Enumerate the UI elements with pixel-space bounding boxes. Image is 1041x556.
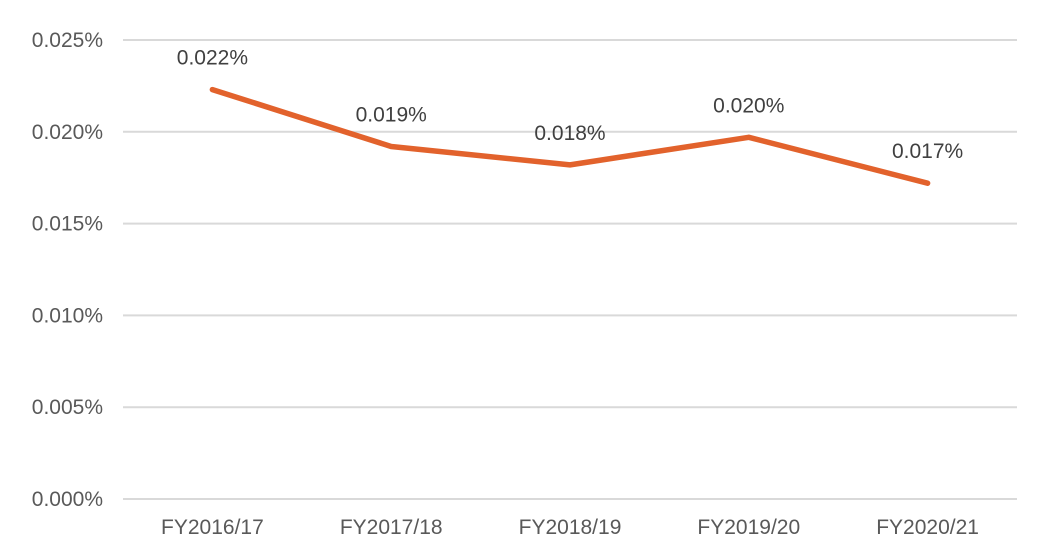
y-tick-label: 0.010% bbox=[32, 304, 103, 327]
data-label: 0.017% bbox=[892, 140, 963, 163]
x-tick-label: FY2016/17 bbox=[161, 516, 264, 539]
y-tick-label: 0.020% bbox=[32, 121, 103, 144]
x-tick-label: FY2018/19 bbox=[519, 516, 622, 539]
y-tick-label: 0.015% bbox=[32, 213, 103, 236]
x-tick-label: FY2019/20 bbox=[697, 516, 800, 539]
data-label: 0.020% bbox=[713, 94, 784, 117]
series-line bbox=[209, 86, 931, 186]
data-label: 0.022% bbox=[177, 47, 248, 70]
data-label: 0.019% bbox=[356, 103, 427, 126]
data-label: 0.018% bbox=[534, 122, 605, 145]
x-tick-label: FY2020/21 bbox=[876, 516, 979, 539]
gridlines bbox=[123, 39, 1017, 500]
x-tick-label: FY2017/18 bbox=[340, 516, 443, 539]
y-tick-label: 0.025% bbox=[32, 29, 103, 52]
y-axis-tick-labels: 0.000% 0.005% 0.010% 0.015% 0.020% 0.025% bbox=[32, 29, 103, 511]
x-axis-tick-labels: FY2016/17 FY2017/18 FY2018/19 FY2019/20 FY20… bbox=[161, 516, 979, 539]
y-tick-label: 0.000% bbox=[32, 488, 103, 511]
series-line-group bbox=[209, 86, 931, 186]
data-labels: 0.022% 0.019% 0.018% 0.020% 0.017% bbox=[177, 47, 963, 164]
y-tick-label: 0.005% bbox=[32, 396, 103, 419]
